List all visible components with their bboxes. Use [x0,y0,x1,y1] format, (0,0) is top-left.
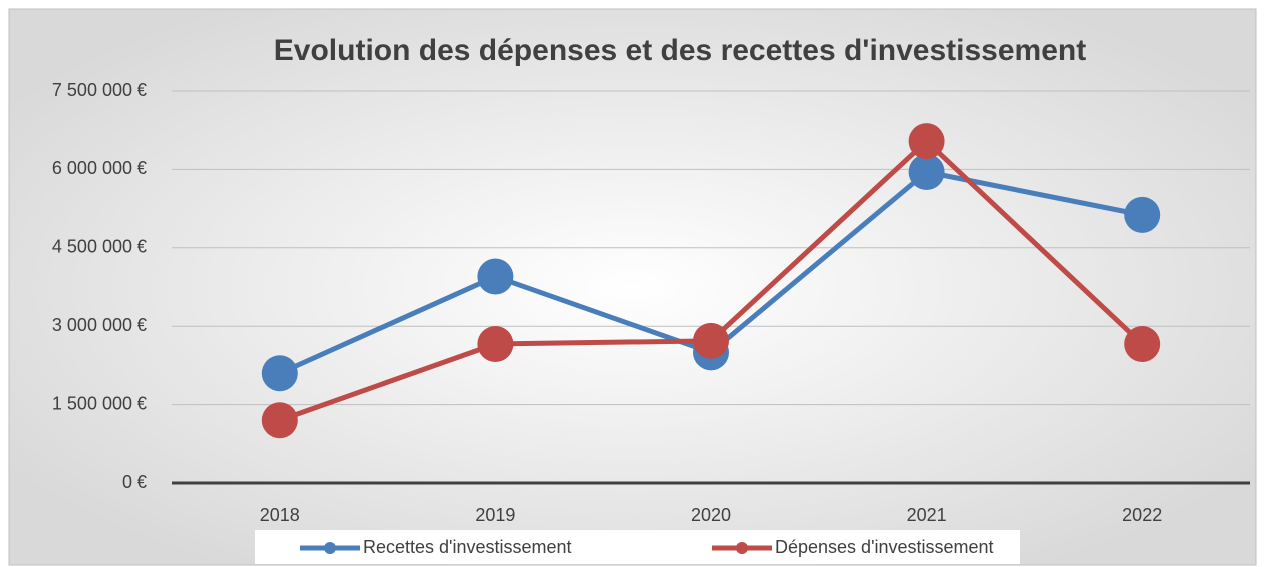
x-tick-label: 2019 [475,505,515,525]
y-tick-label: 0 € [122,472,147,492]
data-point [1124,325,1161,362]
chart-title: Evolution des dépenses et des recettes d… [274,34,1086,67]
legend-marker [324,542,336,554]
y-tick-label: 4 500 000 € [52,237,147,257]
data-point [1124,196,1161,233]
y-tick-label: 6 000 000 € [52,158,147,178]
chart-background [8,8,1257,566]
data-point [908,154,945,191]
legend-label: Recettes d'investissement [363,537,572,557]
legend-box [255,530,1020,564]
data-point [693,322,729,359]
data-point [477,325,514,362]
data-point [261,355,298,392]
y-tick-label: 7 500 000 € [52,80,147,100]
data-point [477,258,514,295]
y-tick-label: 3 000 000 € [52,315,147,335]
data-point [908,123,945,160]
legend-label: Dépenses d'investissement [775,537,994,557]
y-tick-label: 1 500 000 € [52,393,147,413]
x-tick-label: 2022 [1122,505,1162,525]
x-tick-label: 2018 [260,505,300,525]
x-tick-label: 2020 [691,505,731,525]
x-tick-label: 2021 [907,505,947,525]
data-point [261,402,298,439]
legend-marker [736,542,748,554]
